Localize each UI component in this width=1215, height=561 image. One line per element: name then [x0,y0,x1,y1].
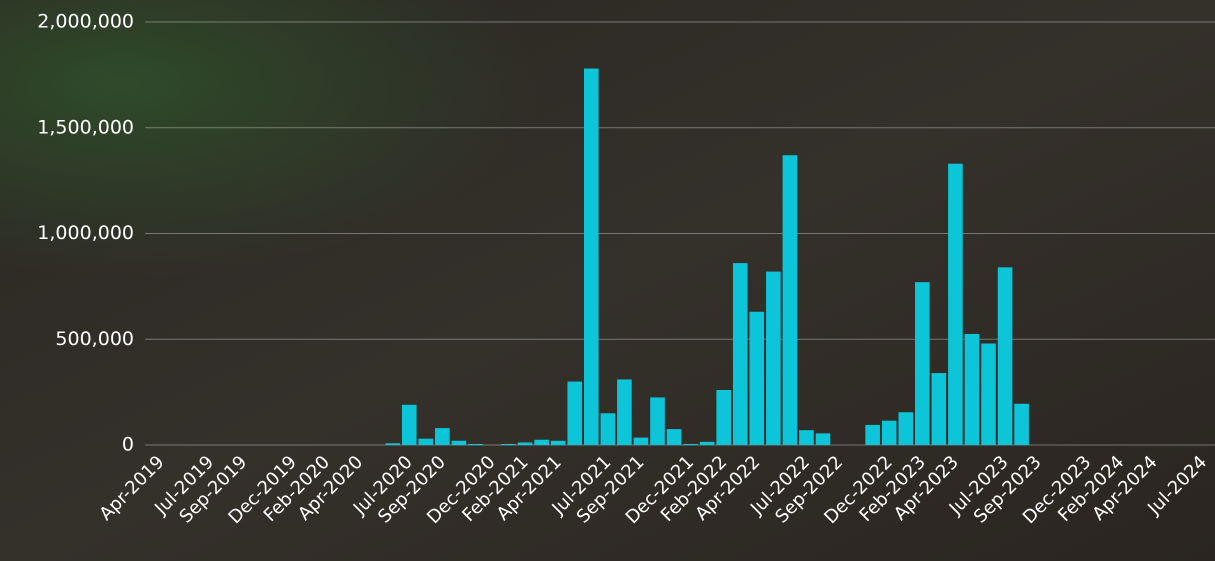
bar [882,421,897,445]
bar [783,155,798,445]
bar [716,390,731,445]
bar [567,382,582,445]
bar [650,397,665,445]
y-tick-label: 2,000,000 [37,11,134,33]
bar [435,428,450,445]
bar [915,282,930,445]
bar [402,405,417,445]
bar [385,443,400,445]
page: {"chart_data": {"type": "bar", "categori… [0,0,1215,561]
bar [700,442,715,445]
bar [617,379,632,445]
bar [766,272,781,445]
bar [981,343,996,445]
y-tick-label: 1,000,000 [37,222,134,244]
bar [419,439,434,445]
bar [965,334,980,445]
bar [601,413,616,445]
bar [501,444,516,445]
bar [468,444,483,445]
bar [634,438,649,445]
bar [534,440,549,445]
y-tick-label: 1,500,000 [37,116,134,138]
bar [998,267,1013,445]
bar [551,441,566,445]
bar [948,164,963,445]
bar [667,429,682,445]
bar [865,425,880,445]
bar [1014,404,1029,445]
bar [518,442,533,445]
bar [898,412,913,445]
bar [733,263,748,445]
bar [816,433,831,445]
bar [452,441,467,445]
bar [584,69,599,445]
bar [683,444,698,445]
bar [932,373,947,445]
chart: 0500,0001,000,0001,500,0002,000,000Apr-2… [0,0,1215,561]
y-tick-label: 500,000 [55,328,134,350]
y-tick-label: 0 [122,434,134,456]
bar [750,312,765,445]
bar [799,430,814,445]
